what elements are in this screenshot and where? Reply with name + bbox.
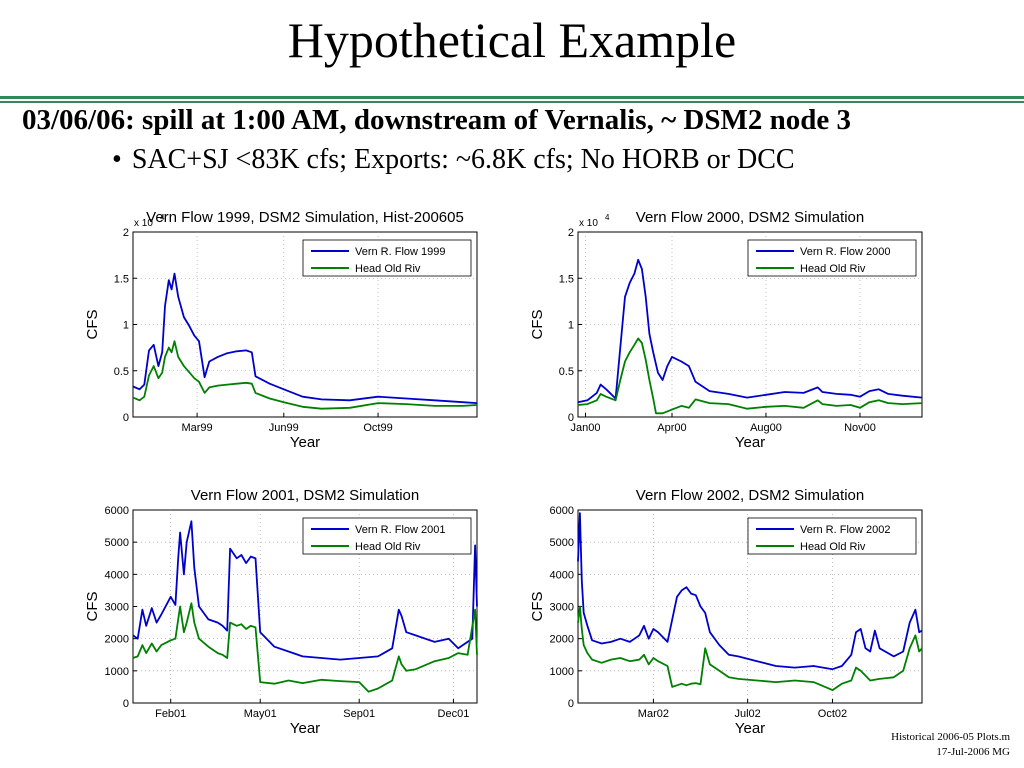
chart-title: Vern Flow 2001, DSM2 Simulation [191,487,419,504]
legend [302,239,472,277]
legend [747,517,917,555]
y-axis-label: CFS [84,592,101,622]
y-tick-label: 5000 [105,537,129,549]
x-tick-label: Jan00 [571,422,601,434]
series-line-vern [132,272,478,404]
x-tick-label: Mar02 [638,708,669,720]
y-tick-label: 1 [568,320,574,332]
divider-rule [0,101,1024,103]
legend-label: Vern R. Flow 2002 [800,524,891,536]
y-tick-label: 2 [568,227,574,239]
chart-vern-2001: Vern Flow 2001, DSM2 Simulation 0 1000 2000… [84,487,478,736]
axis-exponent: x 10 [579,218,598,229]
chart-vern-1999: Vern Flow 1999, DSM2 Simulation, Hist-20… [84,209,478,450]
series-line-head-old-riv [577,605,923,691]
y-tick-label: 6000 [105,505,129,517]
x-tick-label: Oct99 [363,422,392,434]
y-tick-label: 0.5 [559,366,574,378]
footer-source: Historical 2006-05 Plots.m [891,731,1010,743]
y-tick-label: 3000 [105,602,129,614]
y-tick-label: 0 [568,412,574,424]
y-tick-label: 2000 [105,634,129,646]
y-tick-label: 6000 [550,505,574,517]
legend-label: Vern R. Flow 2001 [355,524,446,536]
series-line-vern [577,258,923,404]
legend [747,239,917,277]
divider-rule [0,96,1024,99]
y-axis-label: CFS [529,592,546,622]
y-tick-label: 1.5 [559,273,574,285]
x-axis-label: Year [735,434,765,450]
y-tick-label: 1000 [550,666,574,678]
chart-vern-2002: Vern Flow 2002, DSM2 Simulation 0 1000 2000… [529,487,923,736]
y-tick-label: 5000 [550,537,574,549]
series-line-head-old-riv [577,337,923,415]
footer-date: 17-Jul-2006 MG [936,746,1010,758]
chart-title: Vern Flow 2002, DSM2 Simulation [636,487,864,504]
y-tick-label: 0 [568,698,574,710]
chart-title: Vern Flow 2000, DSM2 Simulation [636,209,864,226]
slide-title: Hypothetical Example [287,12,737,68]
x-tick-label: Feb01 [155,708,186,720]
x-tick-label: Jun99 [269,422,299,434]
slide-subtitle: 03/06/06: spill at 1:00 AM, downstream o… [22,104,851,136]
x-tick-label: Aug00 [750,422,782,434]
y-tick-label: 0 [123,412,129,424]
x-axis-label: Year [290,434,320,450]
y-tick-label: 0.5 [114,366,129,378]
y-tick-label: 3000 [550,602,574,614]
y-tick-label: 1000 [105,666,129,678]
chart-title: Vern Flow 1999, DSM2 Simulation, Hist-20… [146,209,464,226]
axis-exponent: x 10 [134,218,153,229]
x-axis-label: Year [735,720,765,736]
x-tick-label: Dec01 [438,708,470,720]
y-tick-label: 2000 [550,634,574,646]
series-line-vern [577,512,923,671]
series-line-vern [132,520,478,661]
legend-label: Vern R. Flow 2000 [800,246,891,258]
series-line-head-old-riv [132,340,478,410]
legend-label: Head Old Riv [800,263,866,275]
bullet-text: SAC+SJ <83K cfs; Exports: ~6.8K cfs; No … [131,144,795,175]
y-tick-label: 2 [123,227,129,239]
bullet-item: • SAC+SJ <83K cfs; Exports: ~6.8K cfs; No… [112,144,795,176]
x-tick-label: Jul02 [734,708,760,720]
legend [302,517,472,555]
y-tick-label: 4000 [550,569,574,581]
axis-exponent-power: 4 [605,213,610,222]
x-tick-label: Oct02 [818,708,847,720]
y-axis-label: CFS [529,310,546,340]
axis-exponent-power: 4 [160,213,165,222]
legend-label: Head Old Riv [355,541,421,553]
series-line-head-old-riv [132,602,478,693]
bullet-icon: • [112,144,122,175]
chart-vern-2000: Vern Flow 2000, DSM2 Simulation x 10 4 0 0.5… [529,209,923,450]
y-tick-label: 1.5 [114,273,129,285]
y-axis-label: CFS [84,310,101,340]
x-tick-label: Nov00 [844,422,876,434]
x-axis-label: Year [290,720,320,736]
y-tick-label: 4000 [105,569,129,581]
y-tick-label: 0 [123,698,129,710]
x-tick-label: May01 [244,708,277,720]
footer: Historical 2006-05 Plots.m 17-Jul-2006 M… [891,730,1010,760]
y-tick-label: 1 [123,320,129,332]
x-tick-label: Apr00 [657,422,686,434]
x-tick-label: Sep01 [343,708,375,720]
x-tick-label: Mar99 [181,422,212,434]
legend-label: Head Old Riv [800,541,866,553]
legend-label: Head Old Riv [355,263,421,275]
legend-label: Vern R. Flow 1999 [355,246,446,258]
